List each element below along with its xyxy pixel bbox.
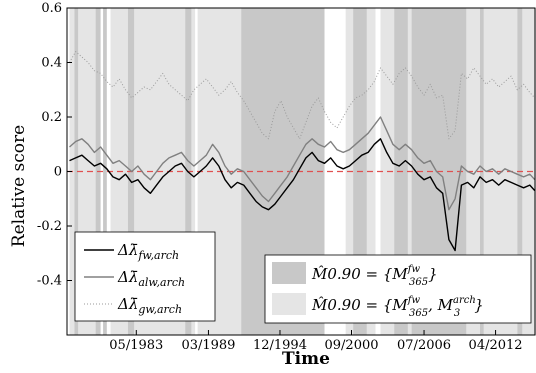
y-tick-label-0: 0.6 [41, 1, 62, 16]
legend-label-gw: Δλ̄gw,arch [117, 295, 182, 316]
x-tick-label-4: 07/2006 [397, 338, 451, 353]
legend-label-fw: Δλ̄fw,arch [117, 241, 179, 262]
legend-swatch-dark [272, 262, 306, 284]
y-tick-labels: 0.6 0.4 0.2 0 -0.2 -0.4 [37, 1, 72, 289]
shading-legend: M̂0.90 = {Mfw 365} M̂0.90 = {Mfw 365, Marc… [264, 254, 532, 324]
x-tick-labels: 05/1983 03/1989 12/1994 09/2000 07/2006 04/20… [109, 330, 523, 353]
dark-band-2 [103, 8, 107, 335]
legend-swatch-light [272, 293, 306, 315]
y-tick-label-5: -0.4 [37, 274, 62, 289]
series-legend: Δλ̄fw,arch Δλ̄alw,arch Δλ̄gw,arch [74, 231, 216, 322]
x-tick-label-2: 12/1994 [253, 338, 307, 353]
y-tick-label-3: 0 [54, 165, 62, 180]
series-line-fw-arch [69, 138, 536, 252]
legend-label-light: M̂0.90 = {Mfw 365, March 3} [311, 295, 484, 319]
x-tick-label-0: 05/1983 [109, 338, 163, 353]
y-tick-label-4: -0.2 [37, 219, 62, 234]
y-tick-label-2: 0.2 [41, 110, 62, 125]
y-tick-label-1: 0.4 [41, 56, 62, 71]
light-band-4 [191, 8, 196, 335]
legend-label-alw: Δλ̄alw,arch [117, 268, 185, 289]
x-tick-label-5: 04/2012 [469, 338, 523, 353]
series-line-gw-arch [69, 51, 536, 140]
x-tick-label-3: 09/2000 [325, 338, 379, 353]
light-band-10 [466, 8, 481, 335]
series-line-alw-arch [69, 116, 536, 211]
series-lines [69, 51, 536, 252]
x-axis-title: Time [282, 349, 330, 369]
x-tick-label-1: 03/1989 [181, 338, 235, 353]
y-axis-title: Relative score [9, 125, 29, 247]
legend-label-dark: M̂0.90 = {Mfw 365} [311, 264, 438, 288]
shading-legend-box [264, 254, 532, 324]
dark-band-0 [74, 8, 79, 335]
